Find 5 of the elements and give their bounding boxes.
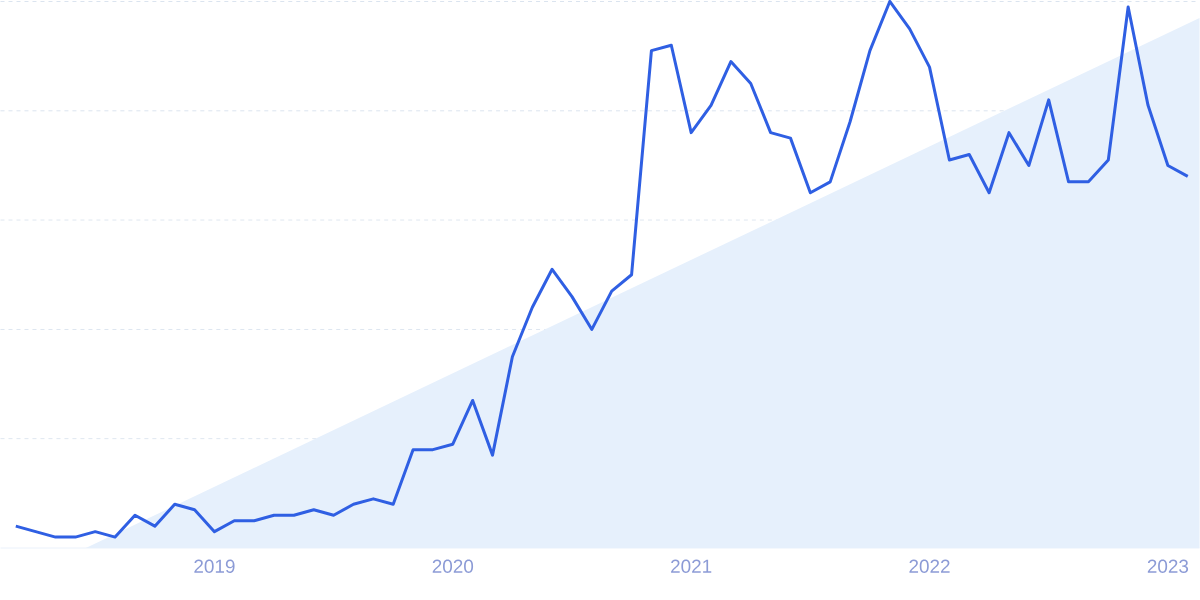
x-tick-label: 2023	[1147, 559, 1189, 573]
x-tick-label: 2022	[909, 559, 950, 573]
x-tick-label: 2019	[194, 559, 235, 573]
x-tick-label: 2021	[671, 559, 712, 573]
x-tick-label: 2020	[432, 559, 474, 573]
